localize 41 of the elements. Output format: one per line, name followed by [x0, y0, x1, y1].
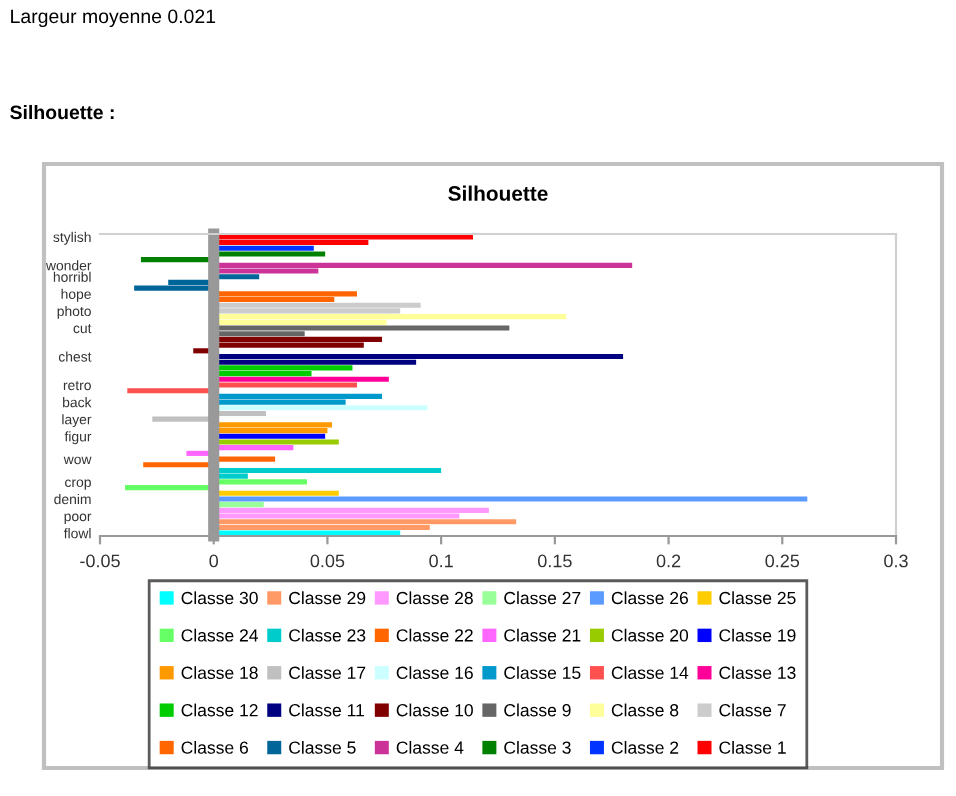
legend-label: Classe 28: [396, 591, 473, 605]
x-tick-label: 0.25: [765, 554, 800, 568]
legend-label: Classe 4: [396, 740, 464, 754]
legend-label: Classe 6: [181, 740, 248, 754]
legend-label: Classe 11: [289, 703, 364, 717]
legend-label: Classe 23: [289, 628, 366, 642]
x-tick-label: 0.1: [429, 554, 453, 568]
legend-label: Classe 21: [504, 628, 581, 642]
legend-label: Classe 9: [504, 703, 571, 717]
legend-label: Classe 14: [611, 666, 689, 680]
legend-label: Classe 2: [611, 740, 679, 754]
text: Silhouette :: [10, 104, 114, 120]
x-tick-label: 0.2: [656, 554, 681, 568]
legend-label: Classe 15: [504, 666, 581, 680]
legend-label: Classe 3: [504, 740, 571, 754]
text: Largeur moyenne 0.021: [11, 9, 216, 28]
legend-label: Classe 16: [396, 666, 473, 680]
legend-label: Classe 30: [181, 591, 258, 605]
legend-label: Classe 13: [719, 666, 796, 680]
x-tick-label: 0.05: [310, 554, 345, 568]
x-tick-label: 0.3: [884, 554, 908, 568]
legend-label: Classe 10: [396, 703, 473, 717]
legend-label: Classe 12: [181, 703, 258, 717]
legend-label: Classe 7: [719, 703, 786, 717]
legend-label: Classe 1: [719, 740, 786, 754]
legend-label: Classe 18: [181, 666, 258, 680]
x-tick-label: 0.15: [537, 554, 572, 568]
legend-label: Classe 24: [181, 628, 258, 642]
chart-title: Silhouette: [448, 185, 548, 201]
legend-label: Classe 22: [396, 628, 473, 642]
legend-label: Classe 19: [719, 628, 796, 642]
legend-label: Classe 27: [504, 591, 581, 605]
legend-label: Classe 29: [289, 591, 366, 605]
legend-label: Classe 26: [611, 591, 688, 605]
legend-label: Classe 17: [289, 666, 366, 680]
x-tick-label: -0.05: [80, 554, 120, 568]
legend-label: Classe 20: [611, 628, 689, 642]
x-tick-label: 0: [209, 554, 219, 568]
legend-label: Classe 25: [719, 591, 796, 605]
legend-label: Classe 8: [611, 703, 679, 717]
legend-label: Classe 5: [289, 740, 356, 754]
